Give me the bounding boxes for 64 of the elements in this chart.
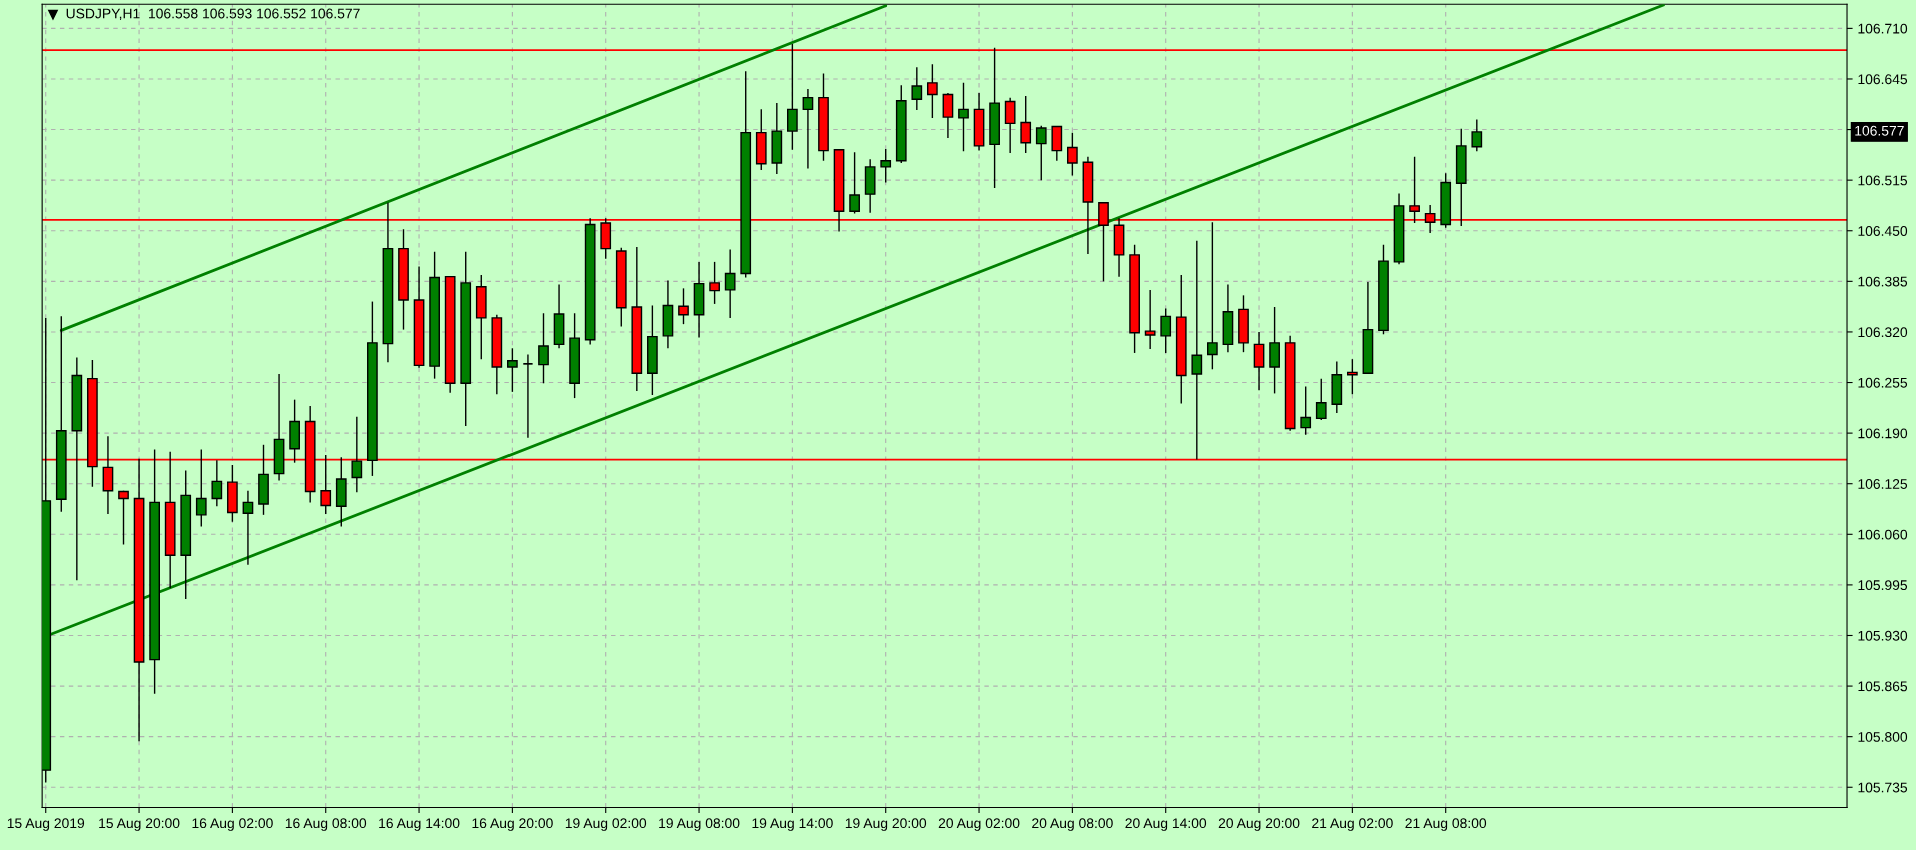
candlestick — [911, 66, 923, 111]
candlestick — [1067, 131, 1078, 177]
candlestick — [507, 347, 518, 393]
x-tick-label: 20 Aug 20:00 — [1218, 818, 1300, 831]
candlestick — [1315, 377, 1327, 421]
x-tick-label: 20 Aug 08:00 — [1032, 818, 1113, 831]
x-tick-label: 20 Aug 14:00 — [1125, 818, 1207, 831]
x-tick-label: 15 Aug 20:00 — [99, 818, 180, 831]
y-tick-label: 105.735 — [1858, 782, 1908, 793]
y-tick-label: 105.930 — [1858, 630, 1908, 641]
y-tick-label: 106.060 — [1858, 529, 1908, 540]
x-tick-label: 20 Aug 02:00 — [938, 818, 1020, 831]
x-tick-label: 21 Aug 08:00 — [1405, 818, 1487, 831]
y-tick-label: 106.450 — [1858, 226, 1908, 236]
candlestick — [1035, 124, 1047, 181]
candlestick — [118, 490, 129, 546]
candlestick — [538, 312, 549, 384]
candlestick — [802, 88, 814, 170]
candlestick — [880, 148, 892, 184]
candlestick — [522, 353, 534, 439]
x-tick-label: 19 Aug 08:00 — [659, 818, 740, 831]
candlestick — [195, 448, 207, 528]
x-tick-label: 16 Aug 20:00 — [472, 818, 553, 831]
y-tick-label: 106.385 — [1858, 276, 1908, 287]
candlestick — [942, 92, 954, 139]
x-tick-label: 19 Aug 02:00 — [565, 818, 647, 831]
y-tick-label: 106.320 — [1858, 327, 1908, 338]
y-tick-label: 106.190 — [1858, 428, 1908, 439]
candlestick — [1004, 96, 1016, 154]
x-tick-label: 16 Aug 14:00 — [379, 818, 460, 831]
y-tick-label: 106.710 — [1858, 23, 1908, 34]
candlestick — [724, 248, 736, 319]
candlestick — [1020, 95, 1032, 154]
x-tick-label: 19 Aug 14:00 — [752, 818, 833, 831]
candlestick — [927, 63, 938, 119]
x-tick-label: 19 Aug 20:00 — [845, 818, 927, 831]
candlestick — [1160, 307, 1172, 354]
candlestick — [849, 151, 860, 215]
x-tick-label: 16 Aug 08:00 — [285, 818, 367, 831]
text: 106.577 — [1855, 125, 1904, 136]
candlestick — [211, 459, 223, 507]
candlestick — [1300, 385, 1312, 436]
y-tick-label: 106.125 — [1858, 479, 1908, 489]
candlestick — [1253, 331, 1265, 392]
y-tick-label: 106.255 — [1858, 377, 1908, 388]
candlestick — [709, 261, 720, 305]
candlestick — [787, 43, 798, 151]
candlestick — [1191, 240, 1203, 461]
candlestick — [678, 287, 689, 325]
candlestick — [1207, 221, 1218, 370]
candlestick — [958, 82, 969, 153]
candlestick — [1144, 289, 1156, 350]
y-tick-label: 105.865 — [1858, 681, 1908, 692]
y-tick-label: 106.515 — [1858, 175, 1908, 186]
x-tick-label: 21 Aug 02:00 — [1312, 818, 1393, 831]
candlestick — [1471, 118, 1483, 153]
y-tick-label: 105.995 — [1858, 580, 1908, 591]
x-tick-label: 16 Aug 02:00 — [192, 818, 273, 831]
candlestick — [351, 416, 363, 493]
chart-title: USDJPY,H1 106.558 106.593 106.552 106.577 — [66, 8, 360, 21]
y-tick-label: 105.800 — [1858, 732, 1908, 742]
x-tick-label: 15 Aug 2019 — [7, 818, 85, 831]
candlestick — [242, 490, 254, 566]
y-tick-label: 106.645 — [1858, 74, 1908, 85]
